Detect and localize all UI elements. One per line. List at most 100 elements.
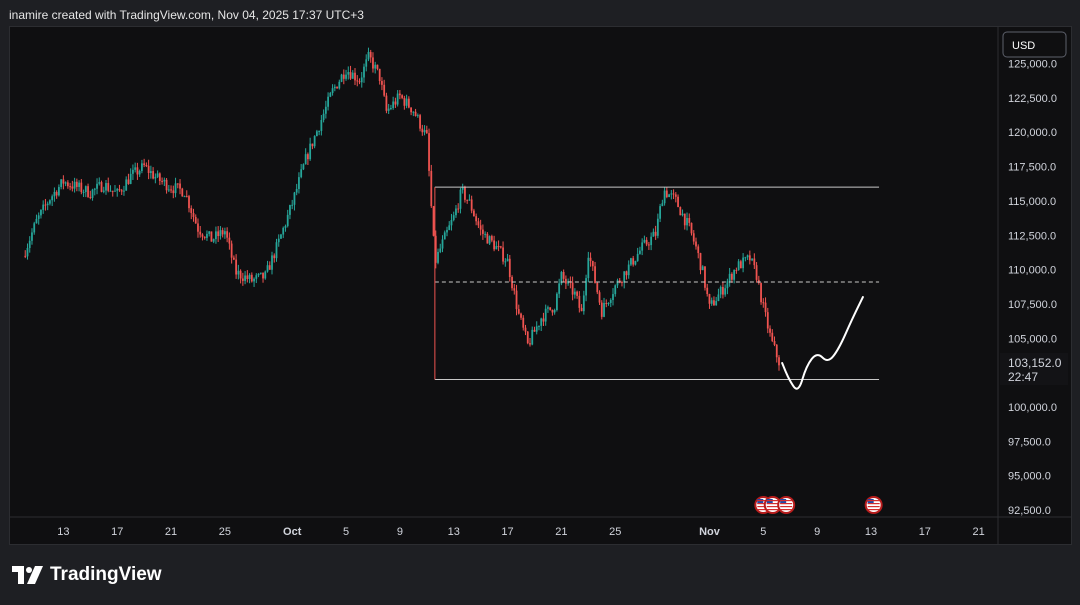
candle-body bbox=[753, 258, 756, 266]
candle-body bbox=[127, 179, 130, 184]
price-tick-label: 100,000.0 bbox=[1008, 402, 1057, 414]
candle-body bbox=[421, 128, 424, 133]
candle-body bbox=[286, 214, 289, 226]
flag-stripe bbox=[780, 500, 793, 502]
candle-body bbox=[244, 275, 246, 281]
candle-body bbox=[206, 233, 208, 238]
candle-body bbox=[627, 264, 630, 276]
price-tick-label: 110,000.0 bbox=[1008, 265, 1056, 277]
candle-body bbox=[717, 294, 720, 302]
candle-body bbox=[441, 239, 444, 249]
price-tick-label: 125,000.0 bbox=[1008, 59, 1057, 71]
candle-body bbox=[152, 171, 155, 179]
candles-layer bbox=[24, 47, 780, 371]
attribution-header: inamire created with TradingView.com, No… bbox=[9, 8, 364, 22]
candle-body bbox=[659, 206, 662, 219]
candle-body bbox=[722, 286, 724, 295]
candle-body bbox=[748, 255, 751, 261]
candle-body bbox=[618, 280, 621, 283]
us-flag-icon[interactable] bbox=[763, 496, 782, 514]
candle-body bbox=[145, 165, 148, 167]
candle-body bbox=[289, 205, 291, 215]
candle-body bbox=[246, 275, 249, 280]
candle-body bbox=[616, 280, 619, 286]
candle-body bbox=[165, 179, 168, 191]
candle-body bbox=[643, 239, 646, 243]
candle-body bbox=[760, 283, 762, 303]
candle-body bbox=[80, 182, 83, 193]
candle-body bbox=[268, 265, 271, 270]
us-flag-icon[interactable] bbox=[777, 496, 796, 514]
price-chart[interactable]: 125,000.0 122,500.0 120,000.0 117,500.0 115,… bbox=[10, 27, 1071, 544]
candle-body bbox=[327, 96, 329, 107]
candle-body bbox=[167, 189, 170, 191]
candle-body bbox=[670, 193, 673, 195]
candle-body bbox=[374, 64, 377, 69]
candle-body bbox=[71, 186, 74, 189]
candle-body bbox=[699, 253, 702, 271]
candle-body bbox=[470, 199, 473, 211]
last-price-box bbox=[1000, 353, 1068, 385]
candle-body bbox=[226, 231, 229, 238]
candle-body bbox=[87, 186, 89, 197]
candle-body bbox=[24, 255, 27, 257]
candle-body bbox=[333, 86, 336, 89]
candle-body bbox=[372, 57, 374, 69]
candle-body bbox=[33, 223, 36, 233]
projection-path[interactable] bbox=[781, 296, 864, 390]
candle-body bbox=[773, 340, 776, 345]
candle-body bbox=[751, 258, 753, 261]
price-axis: 125,000.0 122,500.0 120,000.0 117,500.0 115,… bbox=[1008, 59, 1057, 518]
price-tick-label: 120,000.0 bbox=[1008, 127, 1057, 139]
candle-body bbox=[459, 189, 462, 209]
candle-body bbox=[89, 196, 92, 198]
us-flag-icon[interactable] bbox=[864, 496, 883, 514]
candle-body bbox=[235, 259, 238, 275]
candle-body bbox=[140, 163, 143, 172]
candle-body bbox=[365, 59, 368, 67]
candle-body bbox=[425, 129, 428, 134]
candle-body bbox=[351, 72, 354, 79]
candle-body bbox=[93, 188, 96, 190]
candle-body bbox=[315, 131, 318, 137]
time-tick-label: Oct bbox=[283, 526, 302, 538]
candle-body bbox=[414, 111, 417, 116]
candle-body bbox=[69, 186, 72, 188]
candle-body bbox=[639, 250, 641, 254]
candle-body bbox=[564, 278, 567, 284]
candle-body bbox=[266, 265, 269, 272]
candle-body bbox=[605, 302, 608, 304]
candle-body bbox=[259, 272, 262, 274]
candle-body bbox=[295, 188, 298, 193]
chart-frame[interactable]: 125,000.0 122,500.0 120,000.0 117,500.0 115,… bbox=[9, 26, 1072, 545]
candle-body bbox=[515, 290, 518, 310]
candle-body bbox=[432, 206, 435, 236]
candle-body bbox=[46, 203, 49, 205]
candle-body bbox=[715, 301, 718, 306]
candle-body bbox=[28, 240, 31, 248]
candle-body bbox=[493, 240, 495, 250]
time-tick-label: 13 bbox=[57, 526, 69, 538]
price-tick-label: 122,500.0 bbox=[1008, 93, 1057, 105]
candle-body bbox=[257, 273, 260, 276]
candle-body bbox=[455, 208, 457, 216]
candle-body bbox=[163, 179, 166, 182]
candle-body bbox=[53, 191, 56, 197]
candle-body bbox=[378, 68, 381, 82]
price-tick-label: 97,500.0 bbox=[1008, 436, 1051, 448]
candle-body bbox=[529, 343, 531, 345]
candle-body bbox=[506, 258, 509, 262]
candle-body bbox=[98, 182, 101, 184]
candle-body bbox=[208, 231, 211, 234]
candle-body bbox=[728, 273, 731, 282]
candle-body bbox=[401, 95, 404, 98]
last-price-label: 103,152.0 22:47 bbox=[1000, 353, 1068, 385]
candle-body bbox=[645, 239, 648, 245]
candle-body bbox=[109, 190, 112, 192]
candle-body bbox=[434, 235, 437, 263]
candle-body bbox=[392, 101, 395, 108]
tradingview-brand[interactable]: TradingView bbox=[12, 562, 162, 588]
candle-body bbox=[100, 182, 103, 192]
currency-button[interactable]: USD bbox=[1002, 31, 1067, 58]
flag-stripe bbox=[757, 509, 770, 511]
